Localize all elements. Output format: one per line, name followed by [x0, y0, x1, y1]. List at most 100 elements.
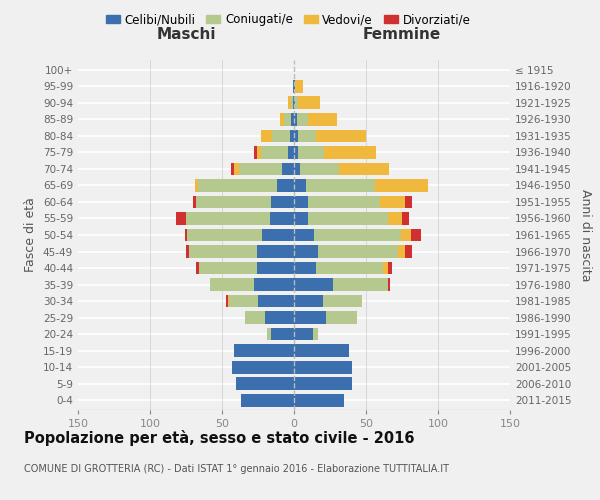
Bar [187, 228, 262, 241]
Bar [293, 96, 294, 110]
Bar [294, 294, 323, 308]
Bar [294, 377, 352, 390]
Bar [305, 179, 374, 192]
Bar [189, 245, 257, 258]
Bar [245, 311, 265, 324]
Bar [388, 278, 391, 291]
Bar [294, 162, 300, 175]
Bar [257, 262, 294, 274]
Bar [294, 146, 298, 159]
Text: Popolazione per età, sesso e stato civile - 2016: Popolazione per età, sesso e stato civil… [24, 430, 415, 446]
Bar [316, 262, 383, 274]
Bar [277, 179, 294, 192]
Bar [401, 228, 410, 241]
Bar [295, 80, 302, 93]
Bar [211, 278, 254, 291]
Bar [254, 146, 257, 159]
Bar [410, 228, 421, 241]
Bar [324, 146, 376, 159]
Bar [185, 228, 187, 241]
Bar [298, 96, 320, 110]
Bar [199, 262, 257, 274]
Bar [271, 196, 294, 208]
Bar [323, 294, 362, 308]
Bar [308, 212, 388, 225]
Bar [316, 130, 366, 142]
Bar [280, 113, 284, 126]
Bar [294, 196, 308, 208]
Bar [233, 344, 294, 357]
Bar [293, 80, 294, 93]
Bar [283, 162, 294, 175]
Bar [291, 113, 294, 126]
Legend: Celibi/Nubili, Coniugati/e, Vedovi/e, Divorziati/e: Celibi/Nubili, Coniugati/e, Vedovi/e, Di… [101, 8, 475, 31]
Bar [196, 196, 271, 208]
Bar [383, 262, 388, 274]
Bar [294, 96, 295, 110]
Bar [257, 245, 294, 258]
Bar [194, 179, 197, 192]
Bar [294, 262, 316, 274]
Bar [333, 278, 388, 291]
Bar [405, 245, 412, 258]
Bar [398, 245, 405, 258]
Bar [294, 360, 352, 374]
Bar [257, 146, 261, 159]
Bar [308, 113, 337, 126]
Bar [405, 196, 412, 208]
Bar [261, 130, 272, 142]
Bar [232, 360, 294, 374]
Bar [294, 80, 295, 93]
Bar [254, 278, 294, 291]
Bar [291, 96, 293, 110]
Bar [230, 162, 233, 175]
Bar [326, 311, 358, 324]
Bar [294, 245, 319, 258]
Bar [338, 162, 389, 175]
Bar [284, 113, 291, 126]
Bar [294, 113, 297, 126]
Bar [236, 377, 294, 390]
Bar [402, 212, 409, 225]
Bar [294, 212, 308, 225]
Bar [294, 394, 344, 406]
Bar [294, 344, 349, 357]
Bar [380, 196, 405, 208]
Bar [176, 212, 186, 225]
Bar [388, 212, 402, 225]
Bar [294, 278, 333, 291]
Bar [266, 328, 271, 340]
Bar [298, 146, 324, 159]
Bar [294, 179, 305, 192]
Y-axis label: Anni di nascita: Anni di nascita [580, 188, 592, 281]
Bar [265, 311, 294, 324]
Bar [294, 228, 314, 241]
Text: Maschi: Maschi [156, 27, 216, 42]
Bar [297, 113, 308, 126]
Bar [374, 179, 428, 192]
Bar [226, 294, 228, 308]
Bar [241, 394, 294, 406]
Bar [239, 162, 283, 175]
Bar [271, 328, 294, 340]
Bar [269, 212, 294, 225]
Bar [288, 96, 291, 110]
Bar [197, 179, 277, 192]
Bar [319, 245, 398, 258]
Bar [261, 146, 288, 159]
Bar [295, 96, 298, 110]
Bar [262, 228, 294, 241]
Bar [229, 294, 258, 308]
Bar [314, 228, 401, 241]
Bar [258, 294, 294, 308]
Bar [186, 212, 269, 225]
Bar [272, 130, 290, 142]
Bar [294, 328, 313, 340]
Bar [300, 162, 338, 175]
Bar [193, 196, 196, 208]
Bar [298, 130, 316, 142]
Bar [290, 130, 294, 142]
Bar [288, 146, 294, 159]
Bar [233, 162, 239, 175]
Bar [294, 130, 298, 142]
